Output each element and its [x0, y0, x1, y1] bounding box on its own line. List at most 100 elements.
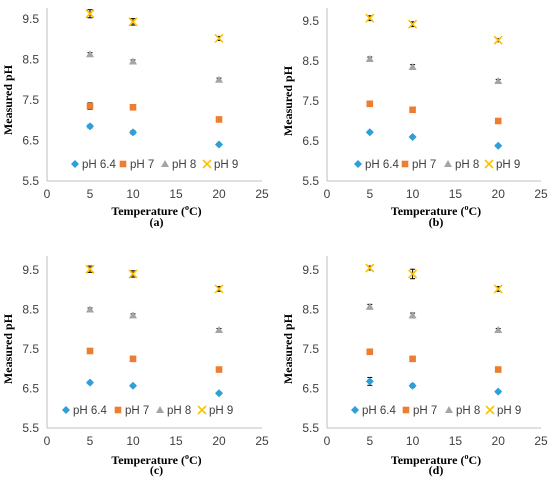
x-tick-label: 20	[212, 187, 226, 201]
x-tick-label: 10	[406, 434, 420, 448]
legend-marker	[161, 160, 169, 167]
data-point	[86, 122, 94, 131]
data-point	[86, 50, 94, 58]
legend-label: pH 6.4	[362, 405, 396, 417]
legend-label: pH 9	[497, 405, 521, 417]
data-point-stroke-b	[85, 264, 95, 274]
x-axis-title: Temperature (oC)	[391, 203, 481, 218]
legend-marker	[62, 406, 70, 414]
y-tick-label: 6.5	[302, 134, 319, 148]
y-tick-label: 9.5	[302, 14, 319, 28]
x-tick-label: 5	[366, 187, 373, 201]
x-tick-label: 10	[406, 187, 420, 201]
data-point	[408, 133, 417, 141]
data-point	[86, 305, 94, 313]
data-point	[129, 57, 137, 65]
data-point	[365, 128, 374, 137]
legend-label: pH 8	[167, 405, 191, 417]
x-tick-label: 0	[324, 187, 331, 201]
y-tick-label: 8.5	[302, 54, 319, 68]
legend-label: pH 6.4	[82, 159, 116, 171]
data-point	[408, 19, 418, 29]
y-tick-label: 7.5	[22, 342, 39, 356]
legend-marker	[71, 160, 79, 168]
x-tick-label: 10	[126, 187, 140, 201]
data-point	[408, 311, 417, 319]
data-point	[493, 35, 503, 45]
legend-marker	[485, 405, 495, 415]
data-point	[128, 17, 138, 27]
data-point-stroke-b	[365, 263, 375, 273]
data-point-stroke-b	[493, 35, 503, 45]
y-tick-label: 9.5	[22, 263, 39, 277]
y-tick-label: 9.5	[22, 12, 39, 26]
data-point	[365, 263, 375, 273]
x-tick-label: 5	[87, 434, 94, 448]
legend-marker-stroke-b	[202, 159, 212, 169]
data-point	[215, 116, 223, 123]
x-tick-label: 0	[44, 187, 51, 201]
data-point	[366, 348, 374, 356]
x-tick-label: 20	[492, 434, 506, 448]
data-point	[366, 100, 374, 108]
data-point-stroke-b	[408, 269, 418, 279]
data-point-stroke-b	[408, 19, 418, 29]
x-tick-label: 5	[366, 434, 373, 448]
x-tick-label: 25	[255, 187, 269, 201]
x-axis-title-sup: o	[464, 452, 468, 461]
y-tick-label: 7.5	[302, 342, 319, 356]
x-axis-title-main: Temperature (	[111, 453, 185, 467]
data-point	[86, 347, 94, 355]
legend-marker	[114, 406, 122, 414]
data-point-stroke-b	[128, 269, 138, 279]
x-tick-label: 20	[212, 434, 226, 448]
legend-marker	[119, 160, 127, 168]
legend-marker	[202, 159, 212, 169]
legend-label: pH 7	[125, 405, 149, 417]
x-tick-label: 0	[44, 434, 51, 448]
panel-label: (a)	[150, 215, 164, 229]
panel-label: (d)	[429, 463, 444, 477]
data-point-stroke-b	[128, 17, 138, 27]
x-axis-title-end: C)	[468, 453, 481, 467]
x-axis-title: Temperature (oC)	[111, 452, 201, 467]
y-tick-label: 9.5	[302, 263, 319, 277]
data-point	[215, 75, 223, 83]
legend-marker	[444, 160, 452, 167]
data-point	[214, 33, 224, 44]
data-point	[85, 264, 95, 274]
x-tick-label: 25	[534, 434, 548, 448]
legend-label: pH 7	[130, 159, 154, 171]
data-point	[85, 9, 95, 19]
y-tick-label: 6.5	[22, 382, 39, 396]
y-tick-label: 6.5	[22, 134, 39, 148]
y-tick-label: 5.5	[302, 421, 319, 435]
legend-label: pH 7	[412, 159, 436, 171]
legend-marker	[156, 406, 164, 413]
y-tick-label: 7.5	[22, 93, 39, 107]
legend-label: pH 9	[209, 405, 233, 417]
x-axis-title-main: Temperature (	[391, 453, 465, 467]
data-point	[408, 381, 417, 390]
legend-label: pH 9	[214, 159, 238, 171]
legend-label: pH 8	[455, 159, 479, 171]
x-tick-label: 25	[255, 434, 269, 448]
legend-marker-stroke-b	[484, 159, 494, 169]
legend-marker	[351, 406, 359, 414]
data-point	[365, 377, 374, 386]
data-point	[494, 366, 502, 373]
x-tick-label: 10	[126, 434, 140, 448]
legend-marker	[197, 405, 207, 415]
y-tick-label: 5.5	[22, 174, 39, 188]
legend-label: pH 6.4	[73, 405, 107, 417]
data-point	[129, 128, 137, 137]
data-point-stroke-b	[85, 9, 95, 19]
data-point	[215, 326, 223, 334]
y-tick-label: 5.5	[22, 421, 39, 435]
legend-label: pH 8	[456, 405, 480, 417]
y-tick-label: 8.5	[22, 303, 39, 317]
legend-marker	[484, 159, 494, 169]
data-point	[365, 302, 374, 310]
x-axis-title-main: Temperature (	[111, 204, 185, 218]
x-tick-label: 25	[534, 187, 548, 201]
